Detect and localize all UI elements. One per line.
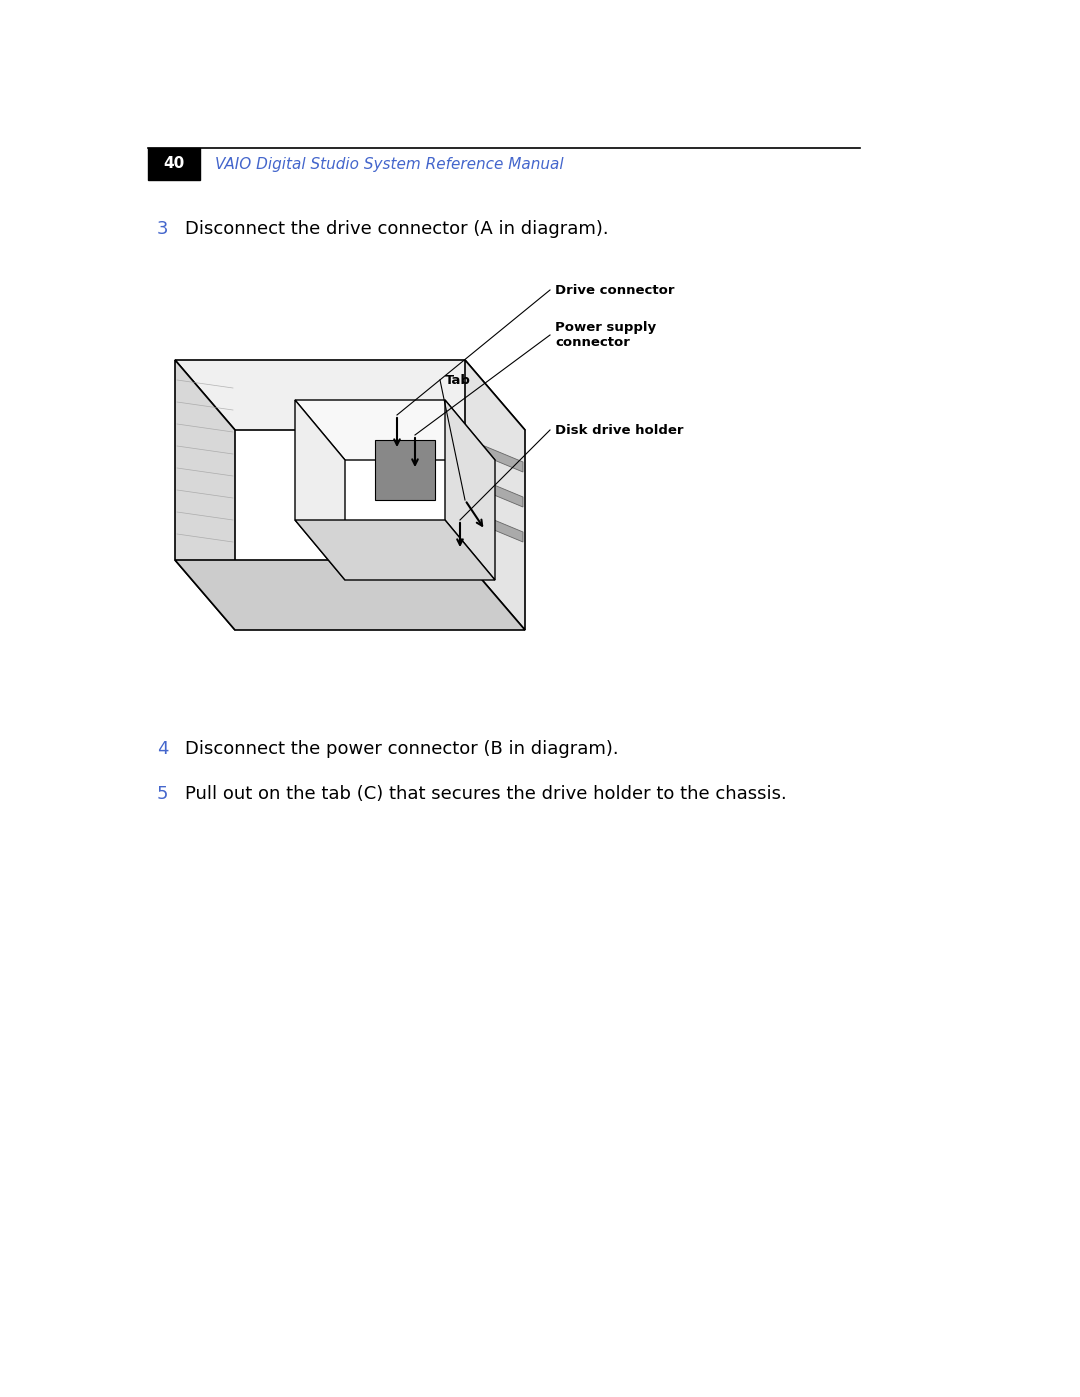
Text: Disconnect the drive connector (A in diagram).: Disconnect the drive connector (A in dia…	[185, 219, 609, 237]
Bar	[148, 148, 200, 180]
Polygon shape	[175, 360, 525, 430]
Text: VAIO Digital Studio System Reference Manual: VAIO Digital Studio System Reference Man…	[215, 156, 564, 172]
Polygon shape	[175, 360, 235, 630]
Polygon shape	[295, 520, 495, 580]
Text: Power supply
connector: Power supply connector	[555, 321, 657, 349]
Polygon shape	[470, 440, 523, 472]
Polygon shape	[295, 400, 495, 460]
Text: Disk drive holder: Disk drive holder	[555, 423, 684, 436]
Polygon shape	[445, 400, 495, 580]
Text: Drive connector: Drive connector	[555, 284, 675, 296]
Text: Disconnect the power connector (B in diagram).: Disconnect the power connector (B in dia…	[185, 740, 619, 759]
Polygon shape	[175, 560, 525, 630]
Text: 5: 5	[157, 785, 168, 803]
Polygon shape	[470, 475, 523, 507]
Text: Pull out on the tab (C) that secures the drive holder to the chassis.: Pull out on the tab (C) that secures the…	[185, 785, 786, 803]
Text: 4: 4	[157, 740, 168, 759]
Polygon shape	[375, 440, 435, 500]
Polygon shape	[470, 510, 523, 542]
Text: 3: 3	[157, 219, 168, 237]
Polygon shape	[295, 400, 345, 580]
Text: Tab: Tab	[445, 373, 471, 387]
Text: 40: 40	[163, 156, 185, 172]
Polygon shape	[465, 360, 525, 630]
